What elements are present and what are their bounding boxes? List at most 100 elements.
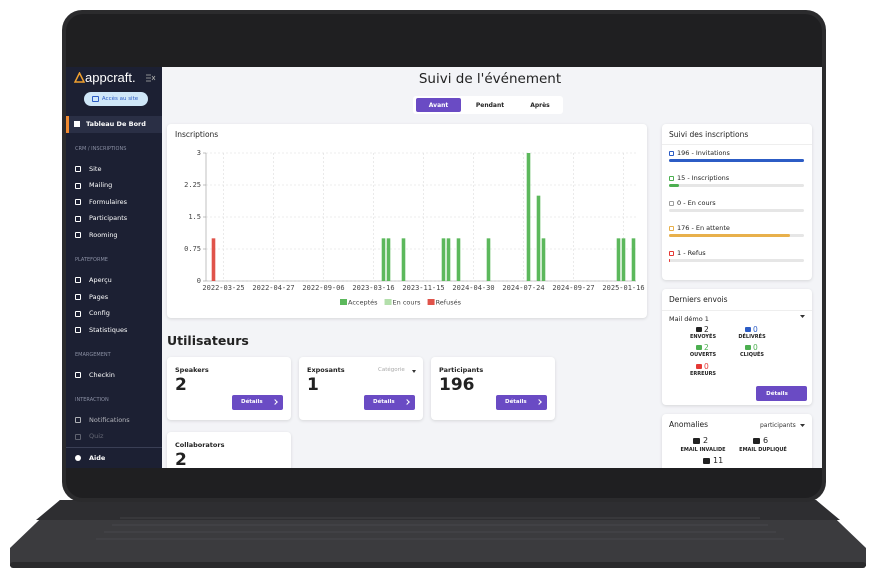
- user-card-filter[interactable]: Catégorie: [378, 367, 405, 373]
- sidebar-item[interactable]: Statistiques: [89, 325, 128, 334]
- user-card: [167, 432, 291, 468]
- sidebar-item[interactable]: Participants: [89, 214, 128, 223]
- sidebar-icon: [75, 232, 81, 239]
- button-label: Détails: [373, 399, 395, 405]
- card-divider: [662, 310, 812, 311]
- anomalies-filter[interactable]: participants: [760, 422, 796, 429]
- menu-collapse-icon[interactable]: [146, 74, 156, 82]
- stat-label: OUVERTS: [689, 352, 717, 358]
- sidebar-icon: [75, 294, 81, 300]
- dropdown-caret[interactable]: [800, 315, 805, 319]
- user-card-title: Exposants: [307, 366, 345, 374]
- sidebar-icon: [75, 433, 81, 440]
- status-icon: [669, 251, 674, 256]
- progress-track: [669, 184, 804, 187]
- help-link[interactable]: Aide: [89, 454, 106, 462]
- dropdown-caret[interactable]: [800, 424, 805, 428]
- sidebar-icon: [75, 372, 81, 379]
- tab[interactable]: Avant: [416, 98, 461, 112]
- stat-icon: [745, 327, 751, 332]
- stat-icon: [745, 345, 751, 350]
- sidebar-item[interactable]: Aperçu: [89, 275, 112, 284]
- anomaly-icon: [753, 438, 760, 444]
- laptop-hinge: [36, 500, 840, 520]
- active-menu-label: Tableau De Bord: [86, 120, 146, 128]
- sidebar-icon: [75, 166, 81, 172]
- screen: appcraft. Accès au site Tableau De Bord …: [66, 67, 822, 468]
- anomaly-value: 2: [703, 436, 709, 445]
- stat-label: DÉLIVRÉS: [738, 334, 766, 340]
- site-button[interactable]: Accès au site: [84, 92, 148, 106]
- sidebar-item[interactable]: Config: [89, 309, 110, 318]
- user-card-count: 196: [439, 375, 475, 395]
- user-card-count: 2: [175, 375, 187, 395]
- status-icon: [669, 151, 674, 156]
- site-button-label: Accès au site: [101, 96, 139, 102]
- sidebar-section-title: CRM / INSCRIPTIONS: [75, 146, 127, 152]
- sidebar-icon: [75, 310, 81, 317]
- progress-bar: [669, 259, 670, 262]
- user-card-count: 1: [307, 375, 319, 395]
- stat-value: 0: [753, 325, 758, 334]
- help-icon: [75, 455, 81, 461]
- inscriptions-card: [167, 124, 647, 318]
- sidebar-item[interactable]: Mailing: [89, 181, 113, 190]
- sidebar-item[interactable]: Checkin: [89, 370, 115, 379]
- tab-bar: Avant Pendant Après: [413, 96, 563, 114]
- card-divider: [662, 144, 812, 145]
- progress-track: [669, 209, 804, 212]
- button-label: Détails: [766, 390, 788, 397]
- details-button[interactable]: [364, 395, 415, 410]
- status-text: 1 - Refus: [677, 249, 706, 257]
- sidebar-item[interactable]: Formulaires: [89, 197, 128, 206]
- stat-icon: [696, 327, 702, 332]
- sidebar-icon: [75, 199, 81, 206]
- sidebar: [66, 67, 162, 468]
- status-text: 176 - En attente: [677, 224, 730, 232]
- sidebar-item[interactable]: Quiz: [89, 432, 104, 441]
- user-card-count: 2: [175, 450, 187, 469]
- logo[interactable]: appcraft.: [85, 70, 136, 85]
- anomaly-value: 11: [713, 456, 724, 465]
- screen-content: appcraft. Accès au site Tableau De Bord …: [66, 67, 822, 468]
- tab[interactable]: Après: [530, 101, 550, 109]
- user-card-title: Participants: [439, 366, 484, 374]
- status-icon: [669, 176, 674, 181]
- mail-select[interactable]: Mail démo 1: [669, 315, 709, 323]
- logo-icon: [74, 72, 85, 83]
- stat-value: 0: [704, 362, 709, 371]
- dashboard-icon: [74, 121, 80, 127]
- sidebar-item[interactable]: Rooming: [89, 230, 118, 239]
- progress-track: [669, 259, 804, 262]
- progress-bar: [669, 234, 791, 237]
- dropdown-caret[interactable]: [412, 370, 416, 373]
- anomalies-card: [662, 414, 812, 468]
- recent-sends-details-button[interactable]: Détails: [756, 386, 807, 401]
- sidebar-item[interactable]: Pages: [89, 292, 109, 301]
- anomaly-value: 6: [763, 436, 769, 445]
- user-card-title: Collaborators: [175, 441, 225, 449]
- recent-sends-card: [662, 289, 812, 405]
- status-icon: [669, 201, 674, 206]
- sidebar-icon: [75, 327, 81, 334]
- anomalies-title: Anomalies: [669, 420, 709, 429]
- sidebar-separator: [66, 447, 162, 448]
- anomaly-icon: [693, 438, 700, 444]
- progress-bar: [669, 184, 680, 187]
- laptop-edge: [10, 562, 866, 568]
- users-title: Utilisateurs: [167, 333, 249, 348]
- sidebar-item[interactable]: Notifications: [89, 415, 130, 424]
- sidebar-section-title: INTERACTION: [75, 397, 109, 404]
- sidebar-item[interactable]: Site: [89, 164, 102, 173]
- anomaly-icon: [703, 458, 710, 464]
- sidebar-icon: [75, 215, 81, 222]
- tab[interactable]: Pendant: [475, 101, 505, 109]
- details-button[interactable]: [496, 395, 547, 410]
- active-menu-item[interactable]: Tableau De Bord: [66, 116, 162, 133]
- sidebar-icon: [75, 182, 81, 189]
- sidebar-section-title: EMARGEMENT: [75, 352, 111, 359]
- stat-value: 2: [704, 343, 709, 352]
- details-button[interactable]: [232, 395, 283, 410]
